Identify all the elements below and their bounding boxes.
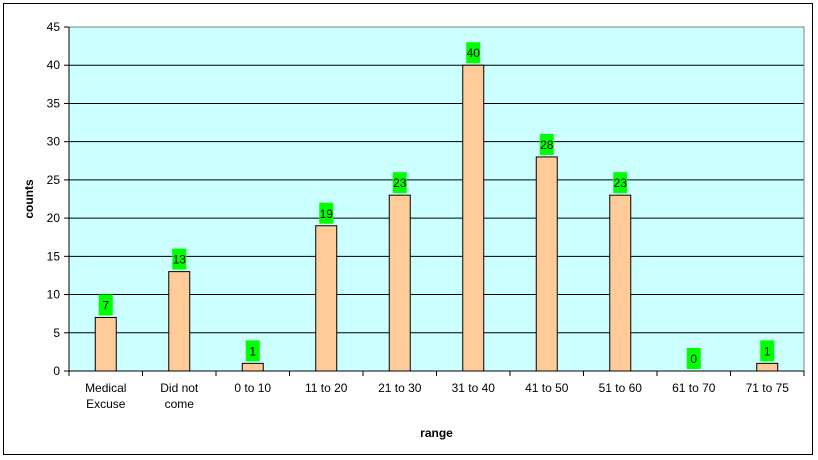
- x-tick-label: 11 to 20: [305, 381, 348, 395]
- y-tick-label: 10: [47, 288, 61, 302]
- y-axis-title: counts: [22, 179, 36, 219]
- y-tick-label: 15: [47, 249, 61, 263]
- x-tick-label: 31 to 40: [452, 381, 496, 395]
- y-tick-label: 35: [47, 96, 61, 110]
- x-tick-label: 71 to 75: [746, 381, 790, 395]
- data-label: 13: [173, 253, 187, 267]
- bar: [94, 316, 117, 372]
- y-tick-label: 30: [47, 135, 61, 149]
- x-tick-label: 21 to 30: [378, 381, 422, 395]
- gridlines: [69, 26, 804, 334]
- data-label: 23: [614, 176, 628, 190]
- y-tick-label: 5: [53, 326, 60, 340]
- x-tick-label: Medical: [85, 381, 126, 395]
- plot-area: [69, 27, 804, 371]
- x-tick-label: 51 to 60: [599, 381, 643, 395]
- data-label: 40: [467, 46, 481, 60]
- data-label: 23: [393, 176, 407, 190]
- data-label: 0: [690, 352, 697, 366]
- data-label-background: [245, 340, 260, 362]
- y-tick-label: 0: [53, 364, 60, 378]
- x-tick-label: Excuse: [86, 397, 126, 411]
- data-label: 1: [764, 344, 771, 358]
- x-axis-title: range: [420, 426, 453, 440]
- data-label-background: [760, 340, 775, 362]
- data-label-background: [172, 248, 187, 270]
- data-label: 7: [102, 298, 109, 312]
- x-tick-label: 61 to 70: [672, 381, 716, 395]
- bar: [315, 225, 338, 372]
- data-labels: 7 13 1 19 23 40 28 23 0 1: [98, 42, 775, 369]
- data-label-background: [539, 133, 554, 155]
- axes: [64, 26, 805, 376]
- data-label-background: [466, 42, 481, 64]
- y-tick-label: 45: [47, 20, 61, 34]
- x-tick-labels: Medical Excuse Did not come 0 to 10 11 to 20 2…: [85, 381, 789, 411]
- y-tick-labels: 0 5 10 15 20 25 30 35 40 45: [47, 20, 61, 378]
- bar: [609, 194, 632, 372]
- bar: [535, 156, 558, 372]
- data-label: 19: [320, 207, 334, 221]
- y-tick-label: 20: [47, 211, 61, 225]
- data-label-background: [613, 172, 628, 194]
- data-label-background: [686, 348, 701, 369]
- data-label-background: [319, 202, 334, 224]
- data-label: 28: [540, 138, 554, 152]
- bar: [241, 362, 264, 372]
- x-tick-label: come: [165, 397, 195, 411]
- x-tick-label: 41 to 50: [525, 381, 569, 395]
- bar: [756, 362, 779, 372]
- y-tick-label: 40: [47, 58, 61, 72]
- bar: [462, 64, 485, 372]
- y-tick-label: 25: [47, 173, 61, 187]
- bar: [168, 271, 191, 372]
- x-tick-label: Did not: [160, 381, 199, 395]
- x-tick-label: 0 to 10: [234, 381, 271, 395]
- data-label: 1: [249, 344, 256, 358]
- bar: [388, 194, 411, 372]
- data-label-background: [392, 172, 407, 194]
- data-label-background: [98, 294, 113, 316]
